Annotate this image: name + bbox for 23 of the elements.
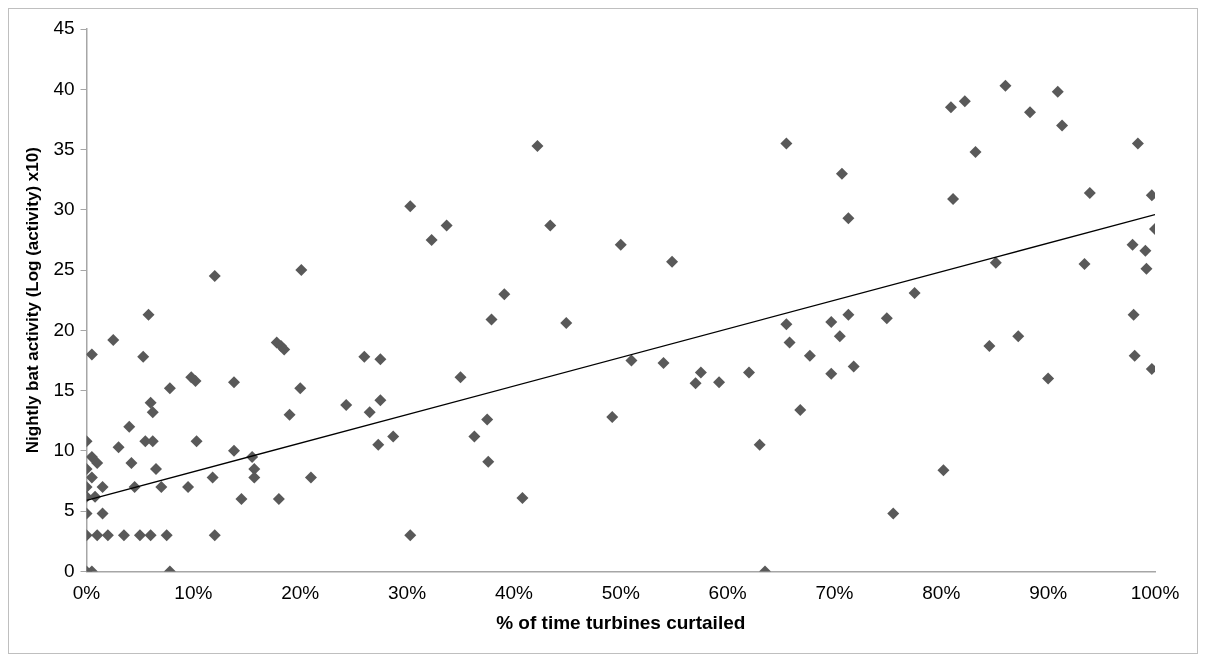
x-axis-title: % of time turbines curtailed — [496, 611, 746, 633]
x-tick-label: 80% — [922, 582, 961, 604]
y-axis-title: Nightly bat activity (Log (activity) x10) — [22, 147, 42, 454]
x-tick-label: 0% — [72, 582, 101, 604]
x-tick-label: 100% — [1130, 582, 1180, 604]
x-tick-label: 20% — [281, 582, 320, 604]
x-tick-label: 90% — [1029, 582, 1068, 604]
y-tick-label: 10 — [53, 439, 75, 461]
y-tick-label: 20 — [53, 318, 75, 340]
y-tick-label: 35 — [53, 137, 75, 159]
x-tick-label: 30% — [388, 582, 427, 604]
y-tick-label: 25 — [53, 258, 75, 280]
x-tick-label: 60% — [708, 582, 747, 604]
y-tick-label: 0 — [63, 559, 75, 581]
y-tick-label: 45 — [53, 17, 75, 39]
x-tick-label: 10% — [174, 582, 213, 604]
y-tick-label: 5 — [63, 499, 75, 521]
x-tick-label: 70% — [815, 582, 854, 604]
x-tick-label: 50% — [601, 582, 640, 604]
y-tick-label: 40 — [53, 77, 75, 99]
y-tick-label: 30 — [53, 198, 75, 220]
y-tick-label: 15 — [53, 378, 75, 400]
x-tick-label: 40% — [494, 582, 534, 604]
